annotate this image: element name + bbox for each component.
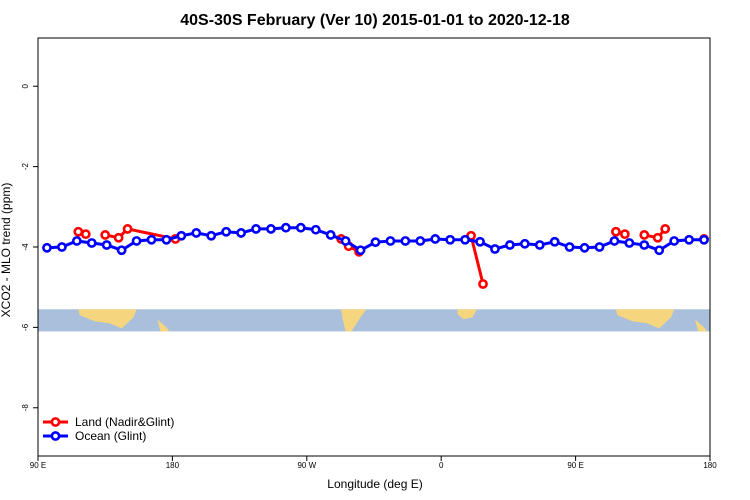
data-point [206, 230, 217, 241]
legend-label: Land (Nadir&Glint) [75, 415, 174, 429]
data-point [251, 224, 261, 234]
data-point [699, 234, 709, 245]
data-point [639, 240, 650, 250]
map-land-6 [695, 319, 708, 332]
data-point [116, 245, 127, 256]
data-point [639, 230, 650, 240]
data-point [534, 240, 545, 250]
data-point [113, 232, 124, 243]
data-point [490, 244, 500, 254]
data-point [176, 230, 187, 241]
data-point [310, 224, 321, 235]
x-axis-label: Longitude (deg E) [327, 477, 422, 491]
data-point [325, 230, 336, 240]
y-tick-label: -2 [21, 163, 30, 171]
data-point [355, 245, 366, 256]
data-point [122, 224, 133, 234]
data-point [340, 236, 351, 246]
data-point [624, 238, 635, 248]
legend-marker [50, 431, 61, 441]
data-point [295, 222, 306, 233]
plot-frame [37, 37, 711, 457]
map-land-5 [615, 309, 675, 329]
map-land-4 [457, 309, 478, 320]
data-point [56, 242, 67, 252]
data-point [660, 224, 671, 234]
y-tick-label: -8 [21, 404, 30, 412]
data-point [619, 229, 630, 240]
series-line [104, 227, 176, 241]
data-point [280, 222, 291, 233]
map-land-2 [157, 319, 170, 332]
x-tick-label: 90 E [30, 461, 46, 470]
data-point [236, 228, 246, 238]
data-point [71, 236, 82, 246]
data-point [385, 236, 396, 246]
data-point [684, 234, 694, 245]
plot-border [37, 37, 711, 457]
data-point [549, 236, 560, 247]
series-land [73, 224, 709, 289]
legend-marker [50, 417, 61, 427]
data-point [146, 234, 157, 245]
data-point [430, 234, 441, 244]
data-point [221, 226, 232, 237]
world-map-band [38, 309, 710, 332]
data-point [445, 234, 456, 245]
data-point [594, 242, 605, 252]
y-axis: 0 -2 -4 -6 -8 [21, 83, 38, 411]
y-tick-label: -4 [21, 243, 30, 251]
x-tick-label: 0 [439, 461, 444, 470]
data-point [161, 234, 172, 245]
data-point [400, 236, 411, 246]
data-point [519, 238, 530, 249]
data-point [475, 236, 485, 247]
x-tick-label: 180 [166, 461, 180, 470]
data-point [669, 236, 680, 246]
data-point [652, 232, 663, 243]
data-point [191, 228, 202, 238]
x-tick-label: 90 E [567, 461, 583, 470]
data-point [564, 242, 575, 252]
y-tick-label: -6 [21, 323, 30, 331]
x-tick-label: 180 [703, 461, 717, 470]
data-point [609, 236, 620, 246]
data-point [101, 240, 112, 250]
y-tick-label: 0 [21, 83, 30, 88]
legend-label: Ocean (Glint) [75, 429, 146, 443]
data-point [80, 229, 91, 240]
data-point [579, 242, 590, 253]
data-point [42, 242, 52, 253]
chart-title: 40S-30S February (Ver 10) 2015-01-01 to … [180, 12, 570, 29]
data-point [86, 238, 97, 248]
legend: Land (Nadir&Glint)Ocean (Glint) [43, 415, 174, 443]
map-land-1 [78, 309, 137, 329]
series-layer [42, 222, 709, 289]
map-land-3 [341, 309, 367, 332]
x-tick-label: 90 W [297, 461, 316, 470]
series-line [469, 235, 485, 285]
map-ocean [38, 309, 710, 332]
data-point [73, 226, 84, 237]
data-point [100, 230, 111, 240]
data-point [478, 279, 488, 289]
data-point [611, 226, 621, 237]
data-point [415, 236, 426, 246]
data-point [266, 224, 276, 234]
data-point [370, 237, 381, 248]
data-point [654, 245, 665, 256]
series-ocean [42, 222, 709, 256]
data-point [131, 236, 142, 246]
y-axis-label: XCO2 - MLO trend (ppm) [0, 183, 13, 318]
data-point [460, 234, 470, 245]
data-point [504, 240, 515, 250]
x-axis: 90 E 180 90 W 0 90 E 180 [30, 456, 717, 470]
